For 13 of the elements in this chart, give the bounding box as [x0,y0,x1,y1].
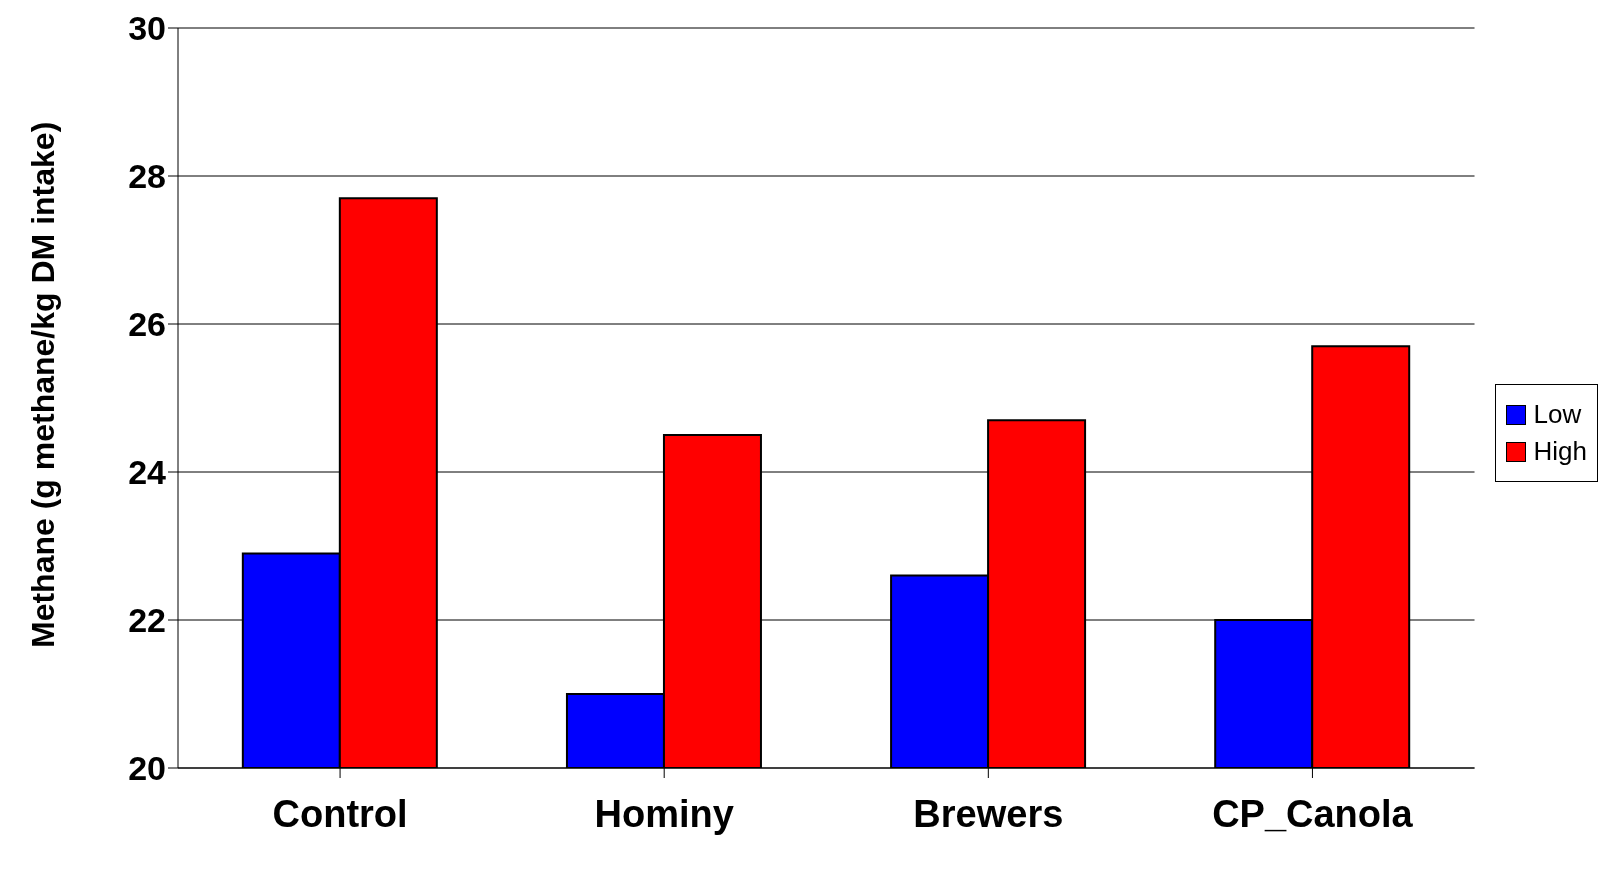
y-tick-label: 20 [128,749,166,788]
x-tick-label: Hominy [594,792,734,835]
y-tick-label: 26 [128,305,166,344]
y-axis-title: Methane (g methane/kg DM intake) [25,121,62,648]
x-tick-label: CP_Canola [1212,792,1414,835]
x-tick-label: Brewers [913,792,1064,835]
y-tick-label: 28 [128,157,166,196]
legend-label: High [1533,436,1587,467]
legend-label: Low [1533,399,1582,430]
y-tick-label: 22 [128,601,166,640]
x-tick-label: Control [272,792,408,835]
y-tick-label: 30 [128,9,166,48]
y-tick-label: 24 [128,453,167,492]
